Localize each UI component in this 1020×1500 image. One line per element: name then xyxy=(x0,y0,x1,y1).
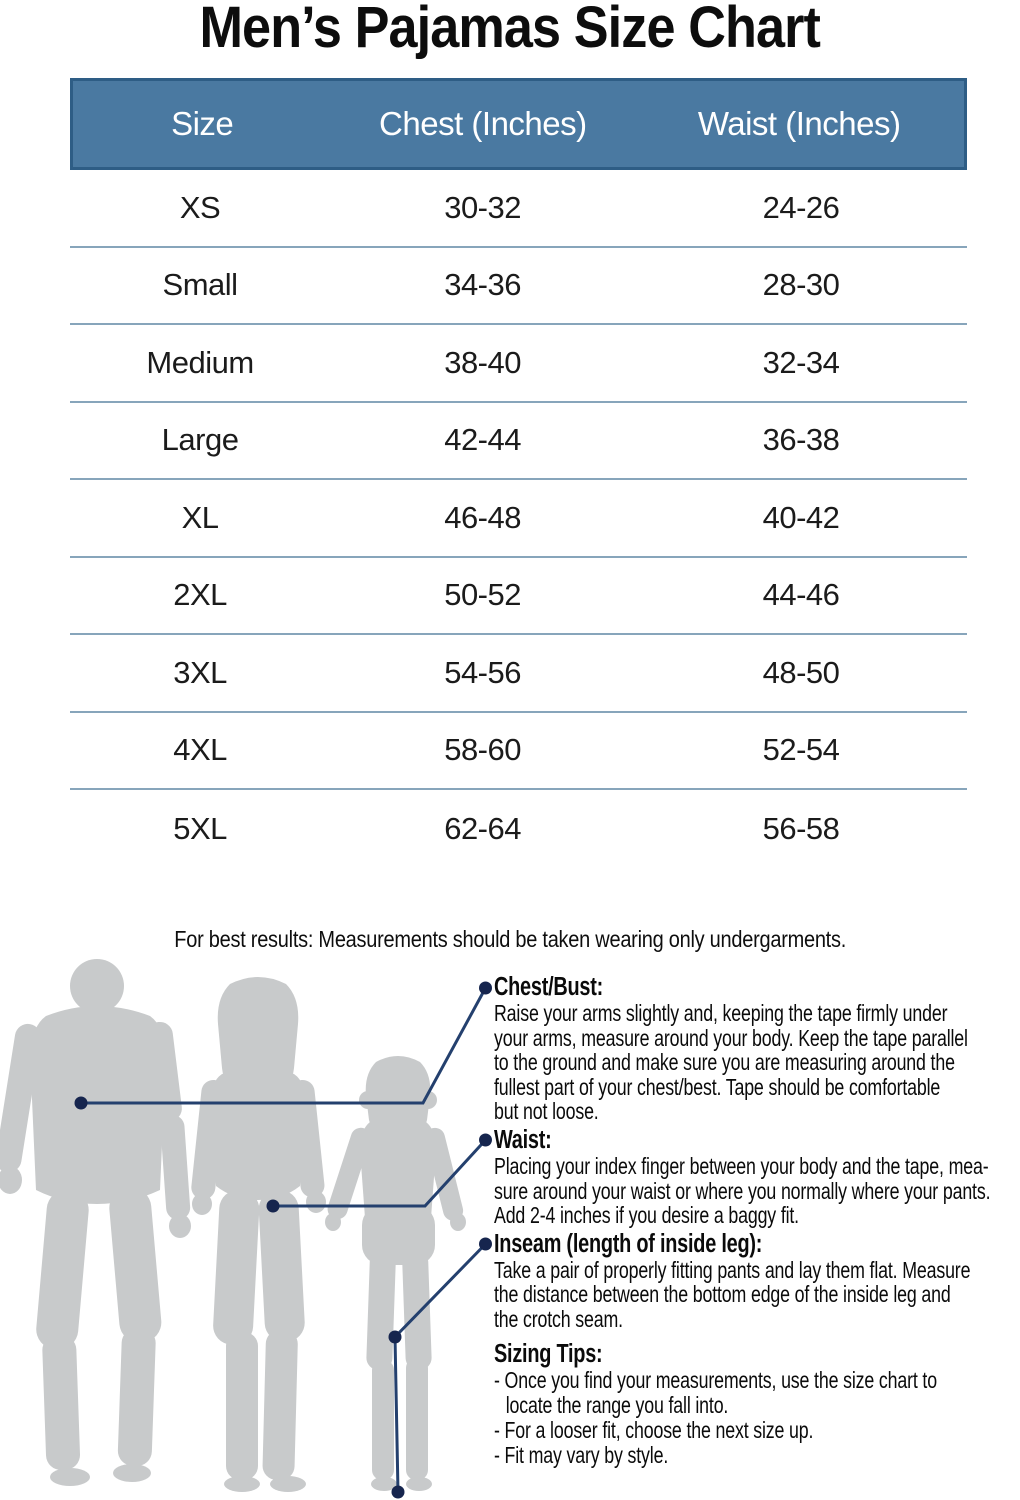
table-cell-chest: 50-52 xyxy=(444,577,521,613)
section-text-line: Raise your arms slightly and, keeping th… xyxy=(494,1000,948,1026)
sizing-tip-line: - Once you find your measurements, use t… xyxy=(494,1366,937,1393)
measuring-instructions: Chest/Bust: Raise your arms slightly and,… xyxy=(494,974,1018,1468)
table-row: Medium 38-40 32-34 xyxy=(70,325,967,403)
section-text-line: your arms, measure around your body. Kee… xyxy=(494,1024,968,1051)
table-cell-waist: 32-34 xyxy=(762,344,840,380)
table-row: 3XL 54-56 48-50 xyxy=(70,635,967,713)
table-cell-size: Medium xyxy=(146,344,254,380)
table-cell-waist: 44-46 xyxy=(762,577,840,613)
section-text-line: Add 2-4 inches if you desire a baggy fit… xyxy=(494,1202,799,1229)
section-heading: Waist: xyxy=(494,1125,552,1154)
table-row: 5XL 62-64 56-58 xyxy=(70,790,967,868)
measurement-figures-illustration xyxy=(0,959,466,1492)
table-cell-size: Large xyxy=(161,422,239,458)
best-results-note-text: For best results: Measurements should be… xyxy=(174,926,846,952)
table-row: XL 46-48 40-42 xyxy=(70,480,967,558)
table-cell-size: XS xyxy=(179,189,221,225)
table-row: XS 30-32 24-26 xyxy=(70,170,967,248)
table-cell-size: 2XL xyxy=(173,577,227,613)
table-row: 2XL 50-52 44-46 xyxy=(70,558,967,635)
table-cell-chest: 46-48 xyxy=(444,499,521,535)
table-cell-waist: 52-54 xyxy=(762,732,840,768)
table-cell-waist: 24-26 xyxy=(762,189,840,225)
section-text-line: to the ground and make sure you are meas… xyxy=(494,1049,955,1076)
table-cell-waist: 56-58 xyxy=(762,810,840,846)
section-heading: Sizing Tips: xyxy=(494,1339,603,1368)
man-silhouette xyxy=(0,959,191,1486)
sizing-tip-line: - Fit may vary by style. xyxy=(494,1441,669,1468)
section-text-line: the crotch seam. xyxy=(494,1305,623,1332)
table-cell-waist: 28-30 xyxy=(762,267,840,303)
table-row: Large 42-44 36-38 xyxy=(70,403,967,480)
sizing-tip-line: locate the range you fall into. xyxy=(505,1391,729,1418)
table-row: 4XL 58-60 52-54 xyxy=(70,713,967,790)
section-text-line: the distance between the bottom edge of … xyxy=(494,1281,951,1308)
table-cell-size: XL xyxy=(181,499,219,535)
best-results-note: For best results: Measurements should be… xyxy=(0,926,1020,953)
table-cell-size: 4XL xyxy=(173,732,227,768)
table-cell-waist: 36-38 xyxy=(762,422,840,458)
size-table-header-row: Size Chest (Inches) Waist (Inches) xyxy=(70,78,967,170)
table-cell-size: 5XL xyxy=(173,810,227,846)
section-text-line: Placing your index finger between your b… xyxy=(494,1152,989,1179)
table-row: Small 34-36 28-30 xyxy=(70,248,967,325)
column-header: Size xyxy=(171,105,234,142)
table-cell-chest: 38-40 xyxy=(444,344,521,380)
girl-silhouette xyxy=(325,1056,466,1491)
table-cell-chest: 42-44 xyxy=(444,422,521,458)
column-header: Waist (Inches) xyxy=(697,105,901,142)
table-cell-size: Small xyxy=(162,267,239,303)
section-text-line: sure around your waist or where you norm… xyxy=(494,1177,991,1204)
sizing-tip-line: - For a looser fit, choose the next size… xyxy=(494,1416,814,1443)
column-header: Chest (Inches) xyxy=(379,105,587,142)
table-cell-chest: 62-64 xyxy=(444,810,521,846)
size-table-body: XS 30-32 24-26 Small 34-36 28-30 Medium 38-40 32… xyxy=(70,170,967,868)
table-cell-waist: 48-50 xyxy=(762,654,840,690)
page-title-text: Men’s Pajamas Size Chart xyxy=(199,0,821,60)
table-cell-chest: 58-60 xyxy=(444,732,521,768)
size-table: Size Chest (Inches) Waist (Inches) XS 30-32… xyxy=(70,78,967,868)
page-title: Men’s Pajamas Size Chart xyxy=(0,0,1020,61)
section-text-line: but not loose. xyxy=(494,1098,599,1125)
table-cell-chest: 34-36 xyxy=(444,267,521,303)
woman-silhouette xyxy=(191,977,326,1492)
section-heading: Chest/Bust: xyxy=(494,973,604,1001)
table-cell-chest: 30-32 xyxy=(444,189,521,225)
table-cell-waist: 40-42 xyxy=(762,499,840,535)
section-text-line: Take a pair of properly fitting pants an… xyxy=(494,1256,971,1283)
section-text-line: fullest part of your chest/best. Tape sh… xyxy=(494,1073,941,1100)
table-cell-size: 3XL xyxy=(173,654,227,690)
section-heading: Inseam (length of inside leg): xyxy=(494,1229,763,1258)
table-cell-chest: 54-56 xyxy=(444,654,521,690)
